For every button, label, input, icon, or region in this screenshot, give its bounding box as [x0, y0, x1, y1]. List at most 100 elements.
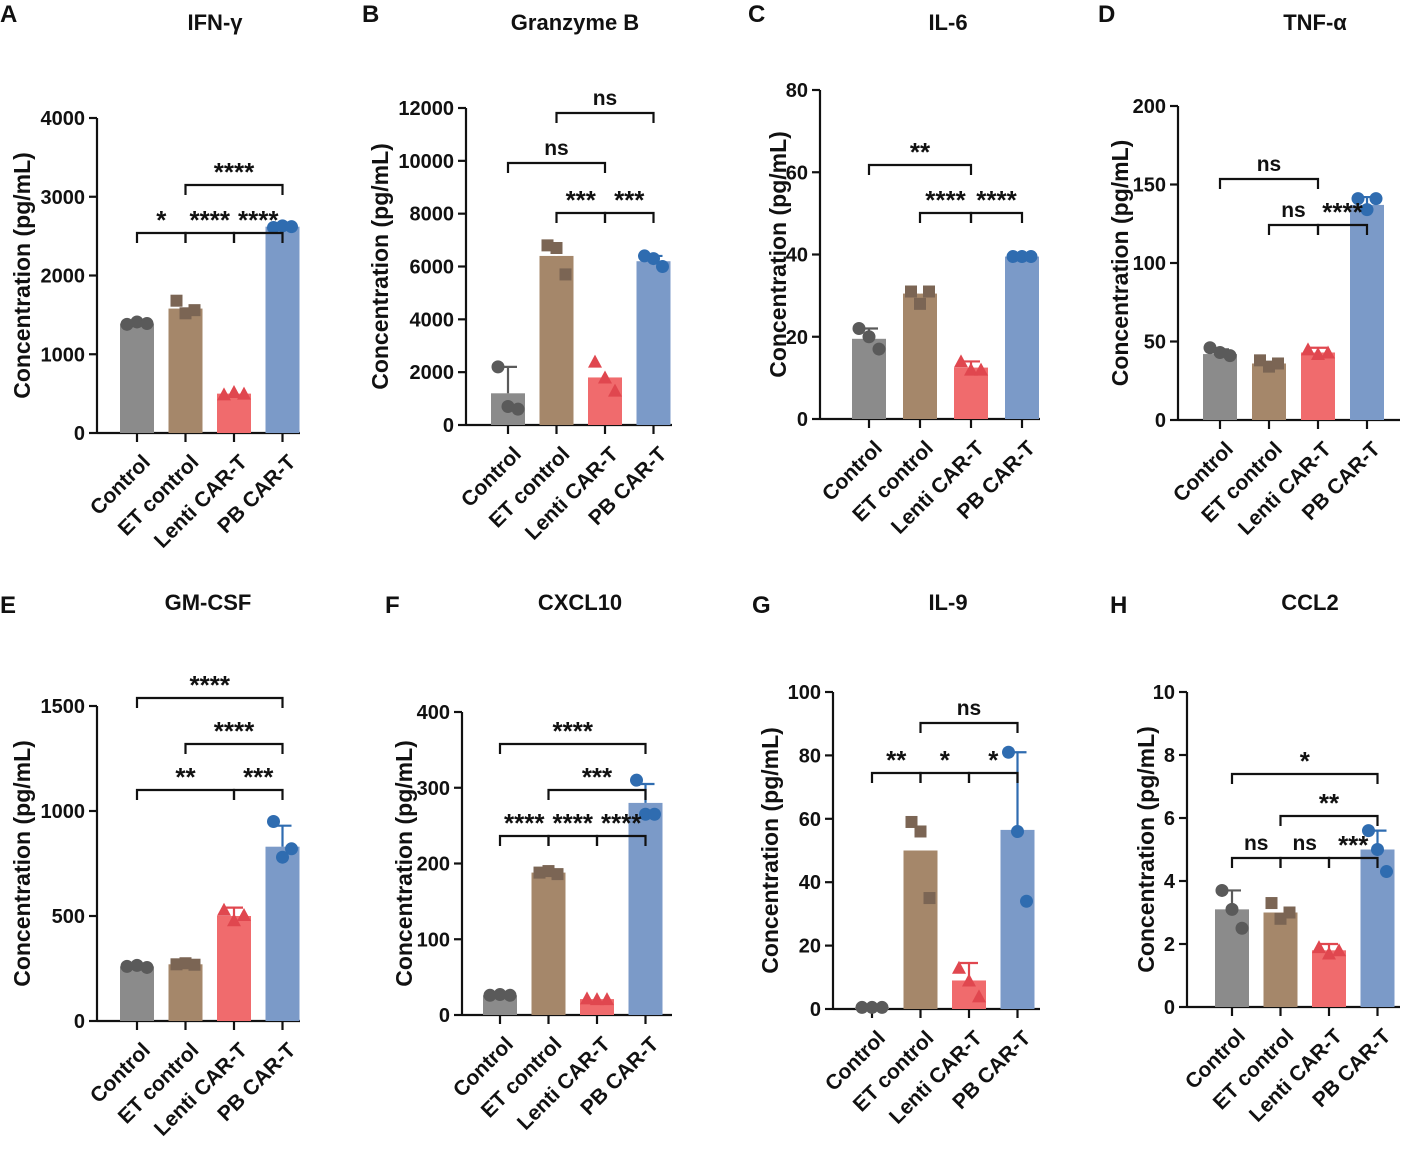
data-point [267, 815, 280, 828]
data-point [493, 988, 507, 1002]
panel-F: F CXCL10 Concentration (pg/mL) 0 100 200 300 40… [385, 590, 672, 1135]
y-tick-label: 0 [74, 423, 85, 445]
data-point [964, 362, 978, 376]
data-point [227, 385, 241, 399]
data-point [1362, 824, 1375, 838]
panel-label: H [1110, 592, 1127, 619]
y-tick-label: 200 [417, 854, 450, 876]
bar-pb-car-t [1005, 256, 1039, 419]
data-point [491, 360, 505, 374]
significance-label: **** [190, 670, 231, 700]
significance-label: **** [976, 185, 1017, 215]
significance-bracket [135, 696, 284, 708]
y-tick-label: 6000 [410, 257, 455, 279]
data-point [1213, 345, 1227, 359]
bar-et-control [539, 255, 574, 425]
data-point [608, 383, 622, 397]
data-point [1235, 921, 1249, 935]
panel-E: E GM-CSF Concentration (pg/mL) 0 500 1000 1500… [0, 590, 301, 1141]
y-tick-label: 100 [417, 929, 450, 951]
data-point [855, 1000, 869, 1014]
significance-bracket [184, 742, 284, 754]
data-point [872, 342, 886, 356]
significance-label: *** [566, 185, 597, 215]
significance-label: **** [553, 808, 594, 838]
y-tick-label: 8000 [410, 204, 455, 226]
data-point [648, 807, 661, 821]
y-axis-label: Concentration (pg/mL) [765, 131, 791, 378]
y-tick-label: 2000 [41, 266, 86, 288]
significance-bracket [1316, 223, 1369, 235]
y-tick-label: 80 [786, 80, 808, 102]
y-axis-label: Concentration (pg/mL) [1133, 726, 1159, 973]
significance-label: **** [601, 808, 642, 838]
y-tick-label: 20 [799, 936, 821, 958]
significance-label: ns [544, 137, 569, 160]
chart-title: IFN-γ [188, 10, 244, 35]
data-point [130, 315, 144, 329]
panel-B: B Granzyme B Concentration (pg/mL) 0 2000 400… [362, 1, 672, 545]
data-point [923, 892, 936, 905]
y-tick-label: 40 [786, 245, 808, 267]
data-point [1380, 865, 1393, 879]
significance-bracket [555, 111, 655, 123]
y-tick-label: 80 [799, 745, 821, 767]
bar-et-control [168, 964, 203, 1021]
data-point [923, 285, 935, 298]
significance-bracket [919, 721, 1019, 733]
bar-pb-car-t [1350, 204, 1384, 420]
significance-label: **** [214, 716, 255, 746]
y-tick-label: 1000 [41, 801, 86, 823]
data-point [852, 322, 866, 336]
significance-bracket [506, 161, 607, 173]
data-point [237, 386, 251, 400]
y-tick-label: 1500 [41, 696, 86, 718]
significance-label: ** [886, 745, 907, 775]
data-point [1020, 894, 1033, 908]
y-tick-label: 4000 [410, 309, 455, 331]
significance-label: ** [1319, 788, 1340, 818]
y-tick-label: 0 [74, 1011, 85, 1033]
data-point [914, 297, 926, 310]
bar-pb-car-t [265, 846, 300, 1021]
significance-label: **** [214, 157, 255, 187]
data-point [501, 400, 515, 414]
y-tick-label: 6 [1164, 808, 1175, 830]
significance-label: **** [190, 205, 231, 235]
significance-label: ns [593, 87, 618, 110]
chart-title: GM-CSF [165, 590, 252, 615]
significance-bracket [1267, 223, 1320, 235]
bar-pb-car-t [636, 261, 671, 425]
y-tick-label: 4 [1164, 871, 1176, 893]
data-point [483, 988, 497, 1002]
significance-label: *** [582, 762, 613, 792]
data-point [1369, 192, 1383, 206]
y-tick-label: 400 [417, 702, 450, 724]
y-tick-label: 3000 [41, 187, 86, 209]
significance-label: ns [1292, 832, 1317, 855]
data-point [952, 960, 966, 974]
y-tick-label: 60 [786, 162, 808, 184]
significance-label: **** [238, 205, 279, 235]
significance-bracket [498, 834, 550, 846]
bar-et-control [903, 850, 938, 1009]
bar-lenti-car-t [1301, 352, 1335, 420]
y-tick-label: 40 [799, 872, 821, 894]
data-point [1006, 250, 1020, 264]
data-point [1283, 906, 1296, 919]
bar-et-control [903, 293, 937, 419]
bar-pb-car-t [265, 226, 300, 433]
y-axis-label: Concentration (pg/mL) [757, 727, 783, 974]
y-tick-label: 8 [1164, 745, 1175, 767]
y-tick-label: 0 [810, 999, 821, 1021]
data-point [188, 958, 201, 971]
data-point [1203, 341, 1217, 355]
y-tick-label: 0 [1164, 997, 1175, 1019]
y-tick-label: 10000 [398, 151, 454, 173]
significance-bracket [595, 834, 647, 846]
significance-bracket [967, 771, 1019, 783]
data-point [1371, 843, 1384, 856]
panel-label: F [385, 592, 400, 619]
